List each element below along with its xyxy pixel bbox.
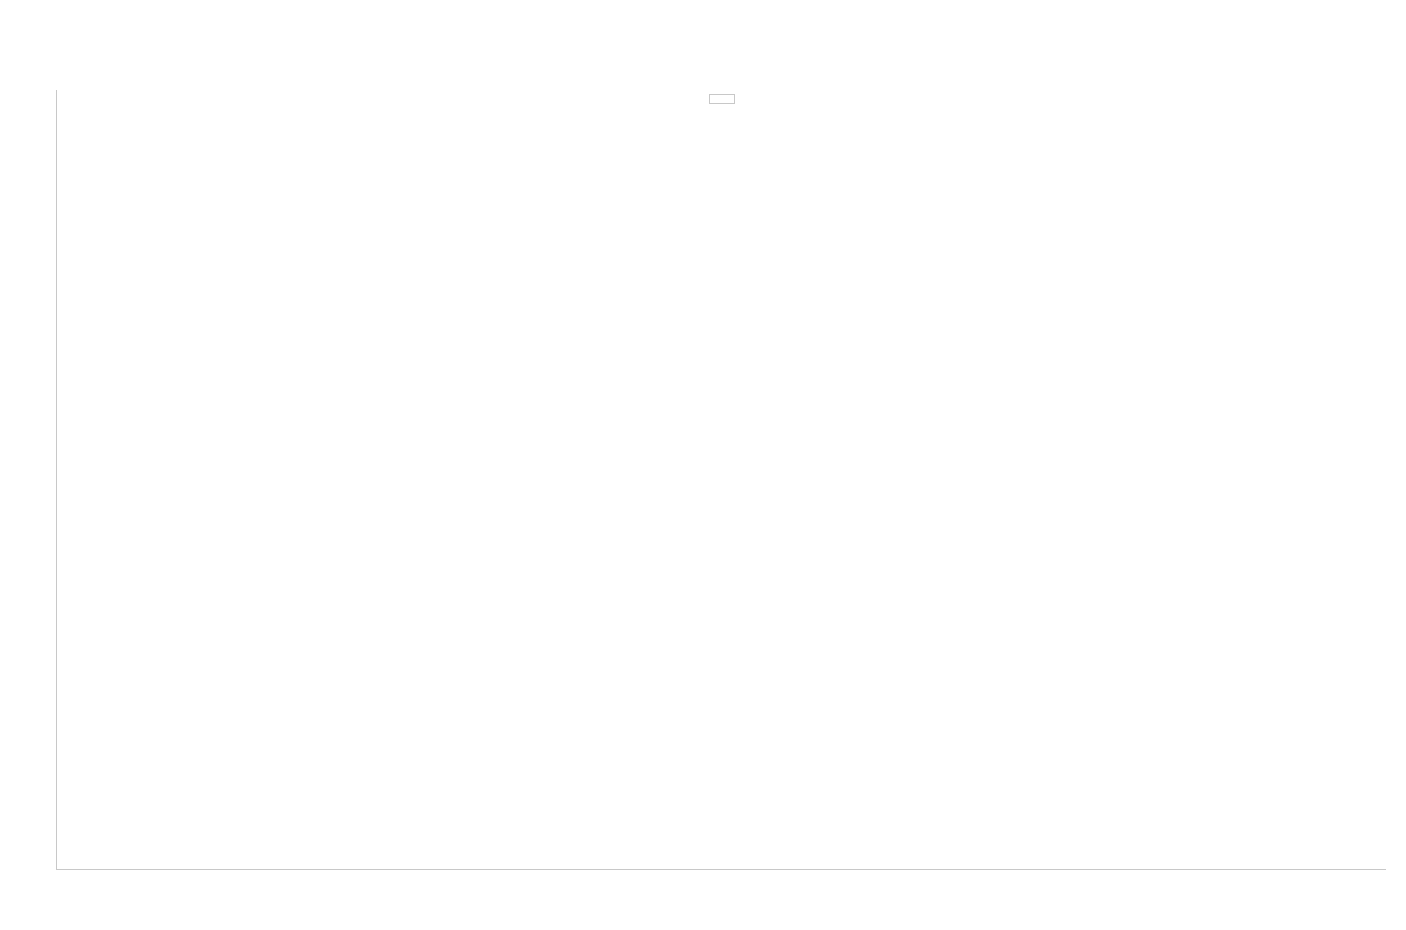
scatter-chart: [56, 90, 1386, 870]
stats-legend-box: [709, 94, 735, 104]
